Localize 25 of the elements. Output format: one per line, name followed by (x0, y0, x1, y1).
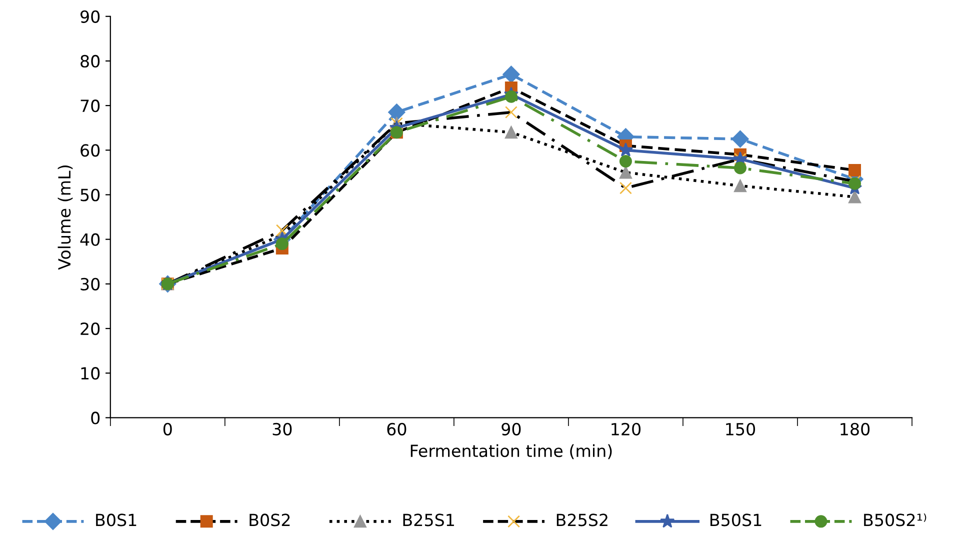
legend-label: B50S1 (710, 514, 762, 526)
y-tick-label: 50 (80, 188, 100, 202)
y-tick-label: 10 (81, 367, 100, 380)
x-tick-label: 60 (387, 422, 406, 436)
legend-label: B0S2 (250, 514, 290, 526)
x-tick-label: 150 (726, 422, 756, 436)
x-tick-label: 120 (612, 422, 641, 436)
x-tick-label: 90 (502, 422, 521, 436)
x-axis-title: Fermentation time (min) (410, 444, 612, 460)
y-tick-label: 70 (80, 100, 100, 112)
legend-label: B25S2 (556, 514, 608, 526)
y-tick-label: 90 (80, 10, 100, 23)
legend-label: B25S1 (403, 514, 454, 526)
x-tick-label: 30 (272, 422, 292, 436)
y-tick-label: 40 (80, 233, 100, 246)
legend-label: B0S1 (96, 514, 136, 526)
x-tick-label: 180 (840, 422, 870, 436)
y-tick-label: 60 (80, 144, 100, 157)
legend-label: B50S2¹⁾ (864, 514, 926, 526)
y-axis-title: Volume (mL) (58, 166, 73, 270)
y-tick-label: 20 (80, 322, 100, 336)
x-tick-label: 0 (163, 422, 172, 436)
y-tick-label: 0 (91, 412, 100, 424)
y-tick-label: 80 (80, 54, 100, 68)
y-tick-label: 30 (80, 278, 100, 290)
